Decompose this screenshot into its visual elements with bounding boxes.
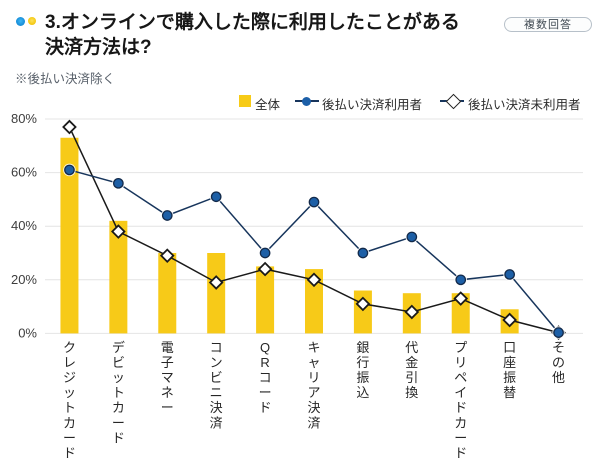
svg-text:レ: レ <box>63 355 76 370</box>
svg-text:ビ: ビ <box>210 370 223 385</box>
svg-text:座: 座 <box>503 355 516 370</box>
svg-text:ー: ー <box>112 415 125 430</box>
svg-text:80%: 80% <box>11 111 37 126</box>
svg-text:コ: コ <box>210 340 223 355</box>
svg-text:決: 決 <box>210 400 223 415</box>
svg-text:ド: ド <box>112 430 125 445</box>
svg-text:ン: ン <box>210 355 223 370</box>
svg-text:ド: ド <box>454 446 467 461</box>
svg-text:ト: ト <box>63 400 76 415</box>
svg-text:振: 振 <box>356 370 369 385</box>
svg-text:デ: デ <box>112 340 125 355</box>
svg-text:ッ: ッ <box>112 370 125 385</box>
svg-text:ビ: ビ <box>112 355 125 370</box>
svg-text:0%: 0% <box>18 325 37 340</box>
svg-text:ャ: ャ <box>307 355 320 370</box>
svg-text:行: 行 <box>356 355 369 370</box>
svg-text:ー: ー <box>161 400 174 415</box>
svg-text:電: 電 <box>161 340 174 355</box>
svg-text:引: 引 <box>405 370 418 385</box>
svg-text:カ: カ <box>63 415 76 430</box>
svg-text:リ: リ <box>307 370 320 385</box>
svg-text:ト: ト <box>112 385 125 400</box>
svg-text:他: 他 <box>552 370 565 385</box>
svg-text:R: R <box>260 355 269 370</box>
svg-text:カ: カ <box>454 415 467 430</box>
svg-text:子: 子 <box>161 355 174 370</box>
svg-text:口: 口 <box>503 340 516 355</box>
svg-text:ア: ア <box>307 385 320 400</box>
svg-text:プ: プ <box>454 340 467 355</box>
svg-text:リ: リ <box>454 355 467 370</box>
svg-text:決: 決 <box>307 400 320 415</box>
svg-text:キ: キ <box>307 340 320 355</box>
svg-text:替: 替 <box>503 385 516 400</box>
svg-text:ニ: ニ <box>210 385 223 400</box>
svg-text:の: の <box>552 355 565 370</box>
svg-text:ペ: ペ <box>454 370 467 385</box>
svg-text:ジ: ジ <box>63 370 76 385</box>
svg-text:ー: ー <box>63 430 76 445</box>
svg-text:代: 代 <box>405 340 418 355</box>
svg-text:ー: ー <box>259 385 272 400</box>
svg-text:カ: カ <box>112 400 125 415</box>
svg-text:コ: コ <box>259 370 272 385</box>
svg-text:40%: 40% <box>11 218 37 233</box>
svg-text:振: 振 <box>503 370 516 385</box>
svg-text:ッ: ッ <box>63 385 76 400</box>
svg-text:換: 換 <box>405 385 418 400</box>
svg-text:マ: マ <box>161 370 174 385</box>
svg-text:イ: イ <box>454 385 467 400</box>
svg-text:金: 金 <box>405 355 418 370</box>
svg-text:ド: ド <box>63 446 76 461</box>
svg-text:銀: 銀 <box>356 340 369 355</box>
svg-text:ネ: ネ <box>161 385 174 400</box>
svg-text:済: 済 <box>307 415 320 430</box>
svg-text:ド: ド <box>259 400 272 415</box>
svg-text:Q: Q <box>260 340 270 355</box>
svg-text:ー: ー <box>454 430 467 445</box>
svg-text:60%: 60% <box>11 165 37 180</box>
svg-text:済: 済 <box>210 415 223 430</box>
svg-text:ド: ド <box>454 400 467 415</box>
svg-text:込: 込 <box>356 385 369 400</box>
svg-text:そ: そ <box>552 340 565 355</box>
svg-text:20%: 20% <box>11 272 37 287</box>
svg-text:ク: ク <box>63 340 76 355</box>
